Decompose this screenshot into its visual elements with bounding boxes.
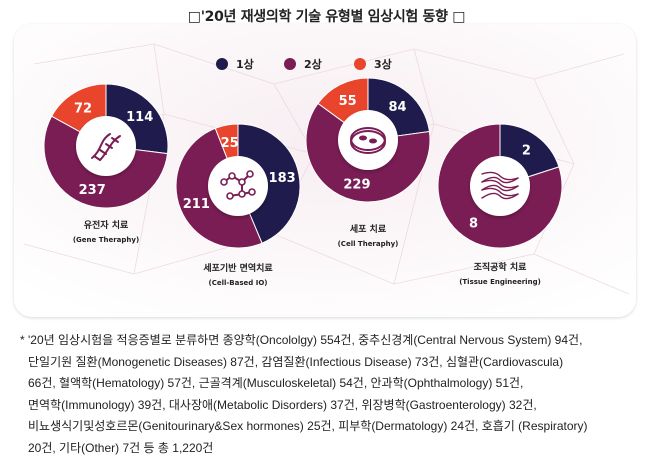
data-label: 2	[522, 144, 531, 159]
data-label: 237	[79, 183, 106, 198]
chart-caption: 조직공학 치료	[474, 261, 528, 273]
footnote-star: *	[20, 330, 25, 352]
data-label: 211	[183, 197, 210, 212]
donut-center	[208, 156, 268, 216]
data-label: 25	[221, 136, 239, 151]
footnote-line: 66건, 혈액학(Hematology) 57건, 근골격계(Musculosk…	[28, 373, 628, 395]
chart-caption-en: (Cell-Based IO)	[209, 279, 268, 287]
legend-swatch	[216, 58, 228, 70]
footnote-line: '20년 임상시험을 적응증별로 분류하면 종양학(Oncololgy) 554…	[28, 330, 628, 352]
donut-chart-area: 1상 2상 3상 114 237 72 유전자 치료 (Gene Theraphy) 183 2…	[14, 24, 636, 317]
data-label: 8	[469, 216, 478, 231]
legend-label: 1상	[236, 57, 254, 71]
data-label: 72	[74, 101, 92, 116]
footnote-line: 비뇨생식기및성호르몬(Genitourinary&Sex hormones) 2…	[28, 416, 628, 438]
chart-caption: 세포 치료	[350, 223, 387, 235]
data-label: 84	[389, 100, 407, 115]
data-label: 55	[339, 94, 357, 109]
legend-label: 2상	[304, 57, 322, 71]
chart-caption-en: (Gene Theraphy)	[73, 236, 139, 244]
footnote-line: 면역학(Immunology) 39건, 대사장애(Metabolic Diso…	[28, 395, 628, 417]
chart-title: □'20년 재생의학 기술 유형별 임상시험 동향 □	[0, 6, 653, 26]
legend-swatch	[354, 58, 366, 70]
chart-caption-en: (Cell Theraphy)	[338, 240, 399, 248]
footnote: * '20년 임상시험을 적응증별로 분류하면 종양학(Oncololgy) 5…	[28, 330, 628, 459]
donut-center	[338, 110, 398, 170]
chart-caption: 세포기반 면역치료	[203, 262, 273, 274]
donut-center	[470, 156, 530, 216]
chart-panel: 1상 2상 3상 114 237 72 유전자 치료 (Gene Theraphy) 183 2…	[14, 24, 636, 317]
data-label: 229	[343, 178, 370, 193]
legend-label: 3상	[374, 57, 392, 71]
chart-caption-en: (Tissue Engineering)	[459, 278, 541, 286]
footnote-line: 20건, 기타(Other) 7건 등 총 1,220건	[28, 438, 628, 459]
footnote-line: 단일기원 질환(Monogenetic Diseases) 87건, 감염질환(…	[28, 352, 628, 374]
data-label: 183	[269, 171, 296, 186]
data-label: 114	[126, 110, 153, 125]
legend-swatch	[284, 58, 296, 70]
chart-caption: 유전자 치료	[84, 219, 129, 231]
